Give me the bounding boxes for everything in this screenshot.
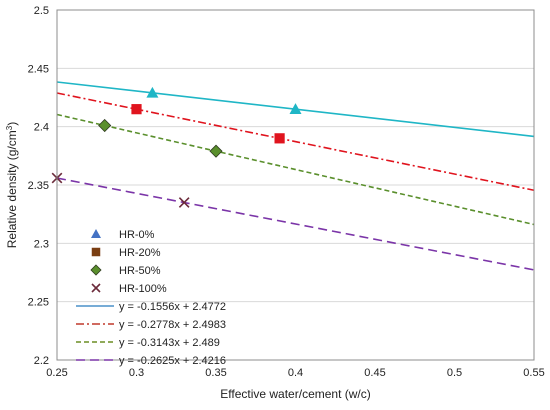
x-tick-label: 0.55	[523, 367, 544, 379]
x-tick-label: 0.35	[205, 367, 226, 379]
x-axis-label: Effective water/cement (w/c)	[220, 387, 371, 401]
data-point	[274, 133, 285, 144]
data-points	[51, 86, 302, 208]
y-axis-label-close: )	[5, 122, 19, 126]
data-point	[98, 118, 112, 133]
x-axis-ticks: 0.25 0.3 0.35 0.4 0.45 0.5 0.55	[46, 367, 544, 379]
x-tick-label: 0.5	[447, 367, 462, 379]
data-point	[289, 103, 302, 114]
legend-label: HR-20%	[119, 247, 161, 259]
y-axis-label: Relative density (g/cm3)	[5, 122, 20, 249]
x-tick-label: 0.3	[129, 367, 144, 379]
y-axis-label-superscript: 3	[5, 125, 14, 130]
y-tick-label: 2.35	[28, 180, 49, 192]
data-point	[91, 229, 101, 238]
data-point	[178, 197, 190, 208]
plot-area	[56, 9, 535, 361]
x-tick-label: 0.25	[46, 367, 67, 379]
legend-label: y = -0.3143x + 2.489	[119, 337, 220, 349]
data-point	[131, 104, 142, 115]
legend-label: y = -0.1556x + 2.4772	[119, 301, 226, 313]
x-tick-label: 0.4	[288, 367, 303, 379]
y-tick-label: 2.25	[28, 297, 49, 309]
y-tick-label: 2.4	[34, 122, 49, 134]
y-axis-label-main: Relative density (g/cm	[5, 130, 19, 248]
y-tick-label: 2.5	[34, 5, 49, 17]
y-tick-label: 2.3	[34, 238, 49, 250]
data-point	[146, 86, 159, 98]
legend-label: HR-0%	[119, 229, 155, 241]
legend-label: HR-100%	[119, 283, 167, 295]
data-point	[91, 283, 101, 293]
legend: HR-0% HR-20% HR-50% HR-100% y = -0.1556x + 2…	[76, 229, 226, 367]
y-axis-ticks: 2.2 2.25 2.3 2.35 2.4 2.45 2.5	[28, 5, 49, 367]
legend-label: y = -0.2778x + 2.4983	[119, 319, 226, 331]
y-tick-label: 2.45	[28, 63, 49, 75]
data-point	[209, 144, 223, 158]
legend-label: HR-50%	[119, 265, 161, 277]
trendline	[56, 177, 535, 271]
y-tick-label: 2.2	[34, 355, 49, 367]
x-tick-label: 0.45	[364, 367, 385, 379]
data-point	[91, 247, 101, 257]
data-point	[90, 264, 102, 276]
legend-label: y = -0.2625x + 2.4216	[119, 355, 226, 367]
trendline	[56, 113, 535, 226]
